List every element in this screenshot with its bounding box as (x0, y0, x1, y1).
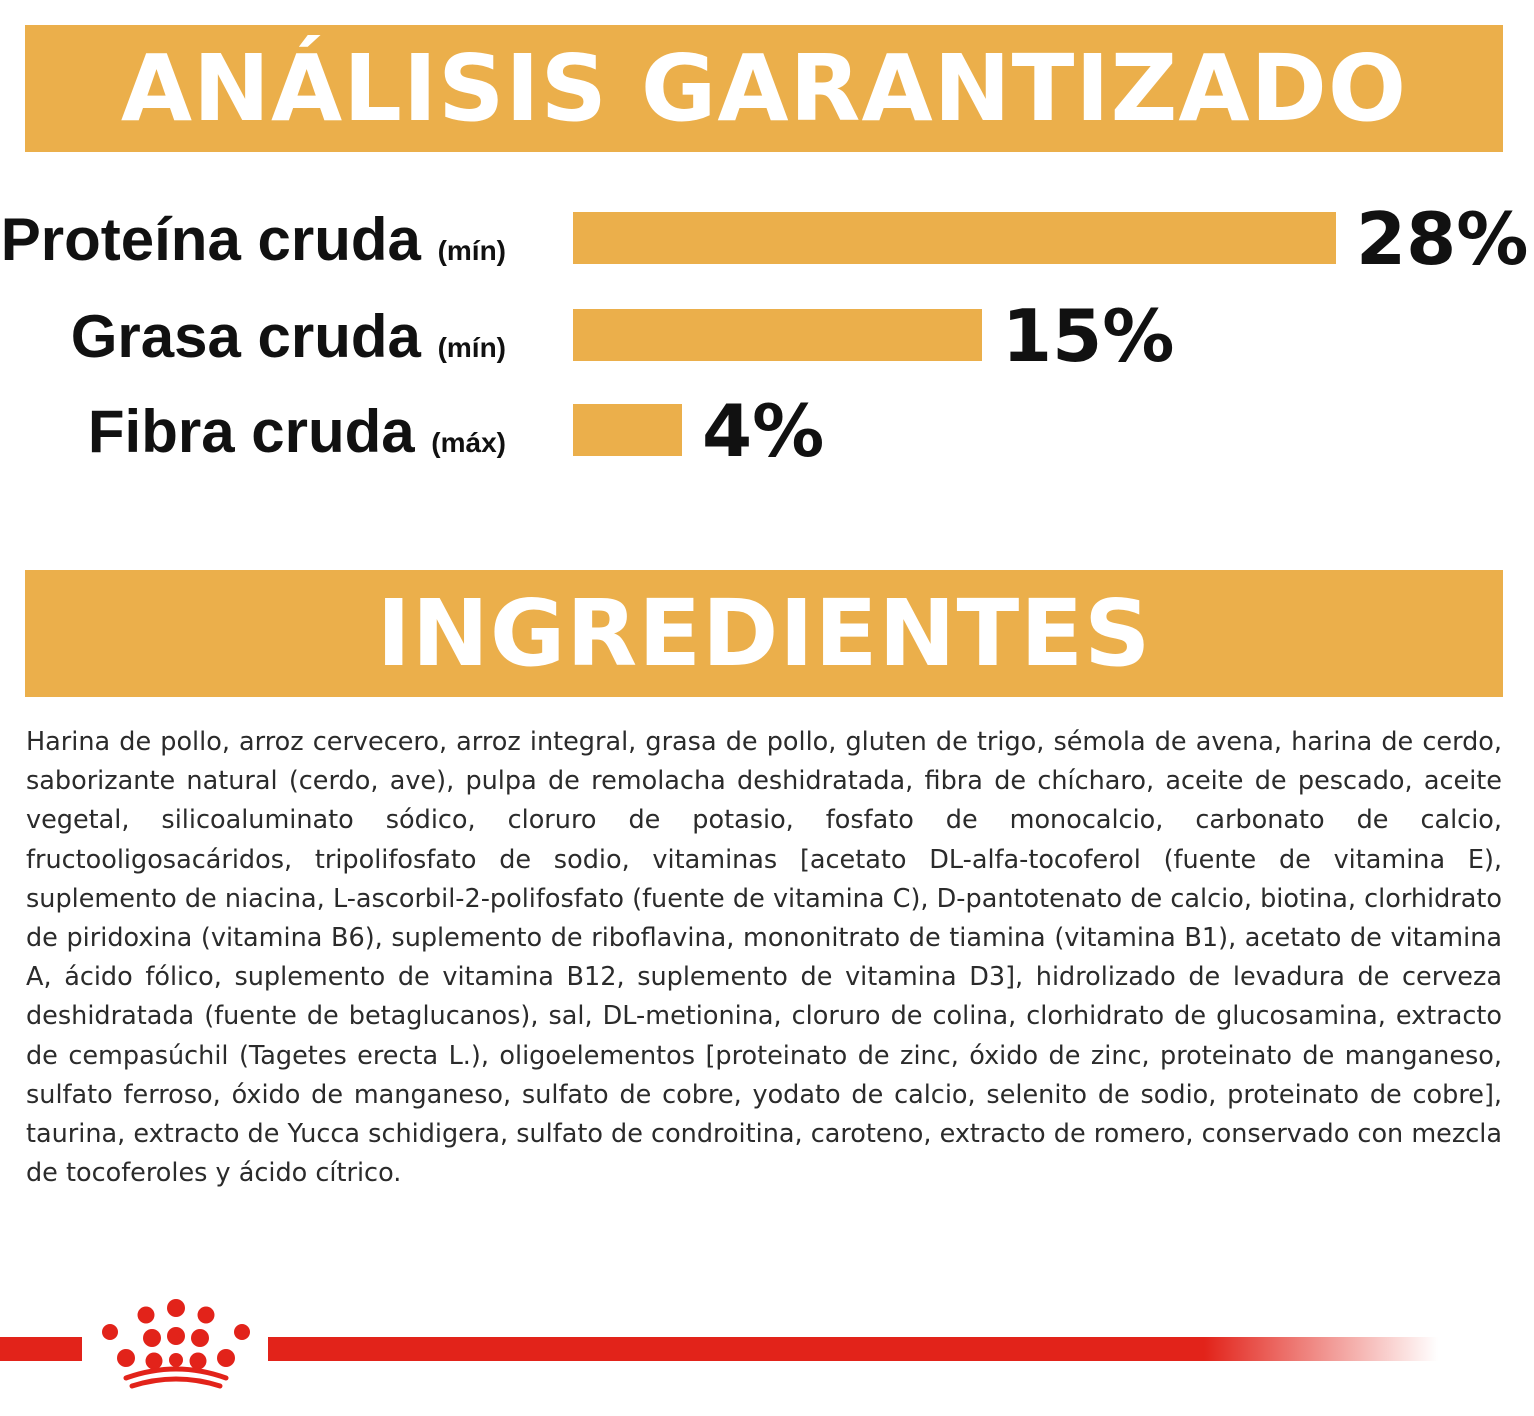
analysis-header-banner: ANÁLISIS GARANTIZADO (25, 25, 1503, 152)
category-label-0: Proteína cruda (mín) (1, 206, 506, 273)
bar-1 (573, 309, 982, 361)
ingredients-header-banner: INGREDIENTES (25, 570, 1503, 697)
brand-stripe-left (0, 1337, 82, 1361)
value-label-1: 15% (1002, 294, 1174, 378)
ingredients-title: INGREDIENTES (376, 579, 1152, 687)
analysis-title: ANÁLISIS GARANTIZADO (120, 34, 1408, 142)
bar-0 (573, 212, 1336, 264)
analysis-bar-chart: Proteína cruda (mín) 28% Grasa cruda (mín)… (1, 197, 1529, 473)
royal-canin-crown-icon (102, 1299, 250, 1389)
value-label-0: 28% (1356, 197, 1528, 281)
brand-stripe-right (268, 1337, 1438, 1361)
category-label-2: Fibra cruda (máx) (88, 398, 506, 465)
value-label-2: 4% (702, 389, 824, 473)
category-label-1: Grasa cruda (mín) (71, 303, 506, 370)
bar-2 (573, 404, 682, 456)
ingredients-list: Harina de pollo, arroz cervecero, arroz … (26, 727, 1502, 1189)
